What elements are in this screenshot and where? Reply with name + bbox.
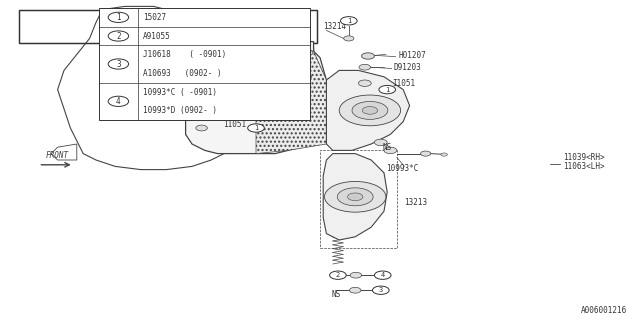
Ellipse shape	[212, 69, 248, 88]
Text: I1051: I1051	[392, 79, 415, 88]
Bar	[19, 10, 317, 43]
Circle shape	[350, 272, 362, 278]
Polygon shape	[326, 70, 410, 150]
Circle shape	[349, 287, 361, 293]
Circle shape	[362, 53, 374, 59]
Text: A91055: A91055	[143, 31, 170, 41]
Circle shape	[384, 147, 397, 154]
Circle shape	[194, 71, 205, 76]
Circle shape	[362, 107, 378, 114]
Circle shape	[374, 139, 387, 146]
Text: 11039<RH>: 11039<RH>	[563, 153, 605, 162]
Text: 1: 1	[116, 13, 121, 22]
Text: NS: NS	[383, 143, 392, 152]
Circle shape	[372, 286, 389, 294]
Circle shape	[191, 46, 204, 53]
Text: H01207: H01207	[398, 51, 426, 60]
Bar	[99, 8, 310, 120]
Text: 11063<LH>: 11063<LH>	[563, 162, 605, 171]
Circle shape	[379, 85, 396, 94]
Circle shape	[441, 153, 447, 156]
Circle shape	[330, 271, 346, 279]
Circle shape	[108, 12, 129, 22]
Bar	[320, 150, 397, 248]
Bar	[19, 10, 317, 43]
Circle shape	[108, 31, 129, 41]
Text: 1: 1	[254, 125, 258, 131]
Text: 13213: 13213	[404, 198, 428, 207]
Text: 10993*C: 10993*C	[387, 164, 419, 172]
Circle shape	[344, 36, 354, 41]
Text: 10993*D (0902- ): 10993*D (0902- )	[143, 106, 217, 115]
Text: 10993*C ( -0901): 10993*C ( -0901)	[143, 87, 217, 97]
Circle shape	[196, 96, 207, 102]
Text: NS: NS	[332, 290, 340, 299]
Text: A006001216: A006001216	[581, 306, 627, 315]
Text: 2: 2	[116, 31, 121, 41]
Polygon shape	[51, 144, 77, 160]
Circle shape	[359, 64, 371, 70]
Text: 2: 2	[336, 272, 340, 278]
Text: A10693   (0902- ): A10693 (0902- )	[143, 69, 221, 78]
Circle shape	[339, 95, 401, 126]
Circle shape	[324, 181, 386, 212]
Polygon shape	[323, 154, 387, 240]
Circle shape	[337, 188, 373, 206]
Text: 11051: 11051	[223, 120, 246, 129]
Text: FRONT: FRONT	[46, 151, 69, 160]
Polygon shape	[186, 42, 326, 154]
Text: 1: 1	[385, 87, 389, 92]
Text: 1: 1	[347, 18, 351, 24]
Text: J10618    ( -0901): J10618 ( -0901)	[143, 50, 226, 59]
Ellipse shape	[204, 63, 257, 93]
Circle shape	[352, 101, 388, 119]
Text: 4: 4	[116, 97, 121, 106]
Circle shape	[248, 124, 264, 132]
Circle shape	[420, 151, 431, 156]
Polygon shape	[58, 6, 314, 170]
Circle shape	[108, 96, 129, 107]
Text: 3: 3	[379, 287, 383, 293]
Circle shape	[108, 59, 129, 69]
Text: 3: 3	[116, 60, 121, 68]
Circle shape	[300, 74, 312, 80]
Text: 4: 4	[381, 272, 385, 278]
Polygon shape	[256, 42, 326, 154]
Text: 15027: 15027	[143, 13, 166, 22]
Text: D91203: D91203	[394, 63, 421, 72]
Circle shape	[196, 125, 207, 131]
Circle shape	[374, 271, 391, 279]
Circle shape	[301, 50, 313, 56]
Circle shape	[358, 80, 371, 86]
Circle shape	[348, 193, 363, 201]
Text: 13214: 13214	[323, 22, 346, 31]
Circle shape	[340, 17, 357, 25]
